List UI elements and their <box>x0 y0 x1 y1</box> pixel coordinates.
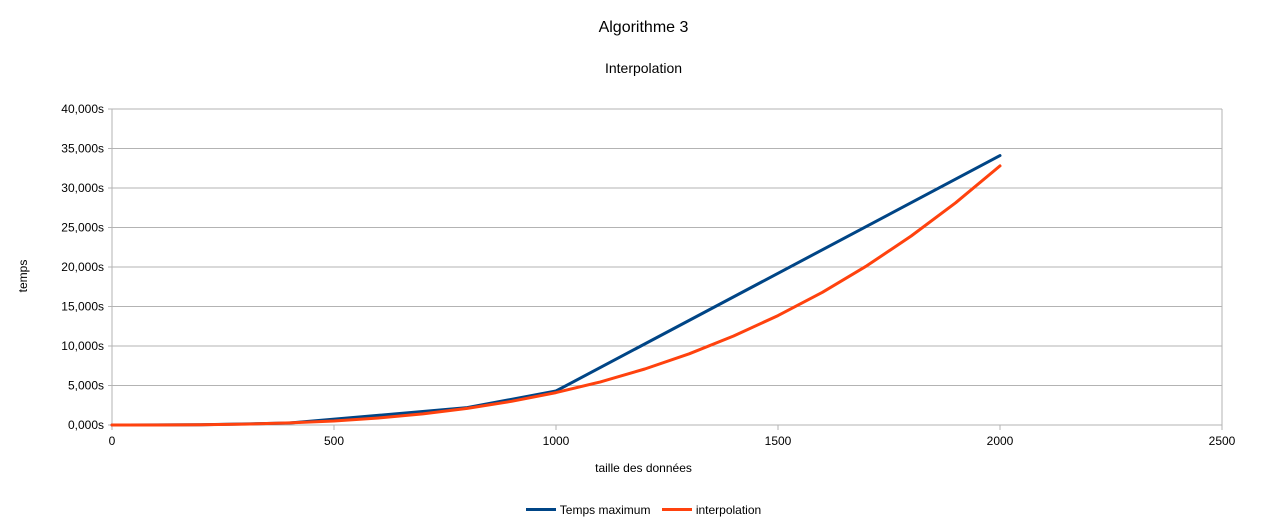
x-tick-label: 500 <box>324 434 344 448</box>
x-tick-label: 2500 <box>1209 434 1236 448</box>
x-axis-label: taille des données <box>595 461 692 475</box>
legend-label-series-2: interpolation <box>695 502 762 517</box>
legend-swatch-series-2 <box>661 508 692 511</box>
legend-item-series-2: interpolation <box>661 502 762 517</box>
legend-item-series-1: Temps maximum <box>525 502 651 517</box>
x-tick-label: 0 <box>109 434 116 448</box>
x-tick-label: 1000 <box>543 434 570 448</box>
x-tick-label: 2000 <box>987 434 1014 448</box>
y-tick-label: 40,000s <box>61 102 104 116</box>
legend-label-series-1: Temps maximum <box>559 502 651 517</box>
series-line-1 <box>110 154 1002 427</box>
legend: Temps maximum interpolation <box>0 500 1287 517</box>
series-line-2 <box>110 164 1002 427</box>
chart-subtitle: Interpolation <box>604 60 683 76</box>
chart-title: Algorithme 3 <box>598 19 689 36</box>
y-tick-label: 5,000s <box>68 379 104 393</box>
y-tick-label: 0,000s <box>68 418 104 432</box>
y-tick-label: 15,000s <box>61 300 104 314</box>
y-tick-label: 20,000s <box>61 260 104 274</box>
legend-swatch-series-1 <box>525 508 556 511</box>
y-tick-label: 25,000s <box>61 221 104 235</box>
y-tick-label: 35,000s <box>61 142 104 156</box>
x-tick-label: 1500 <box>765 434 792 448</box>
y-tick-label: 10,000s <box>61 339 104 353</box>
y-tick-label: 30,000s <box>61 181 104 195</box>
